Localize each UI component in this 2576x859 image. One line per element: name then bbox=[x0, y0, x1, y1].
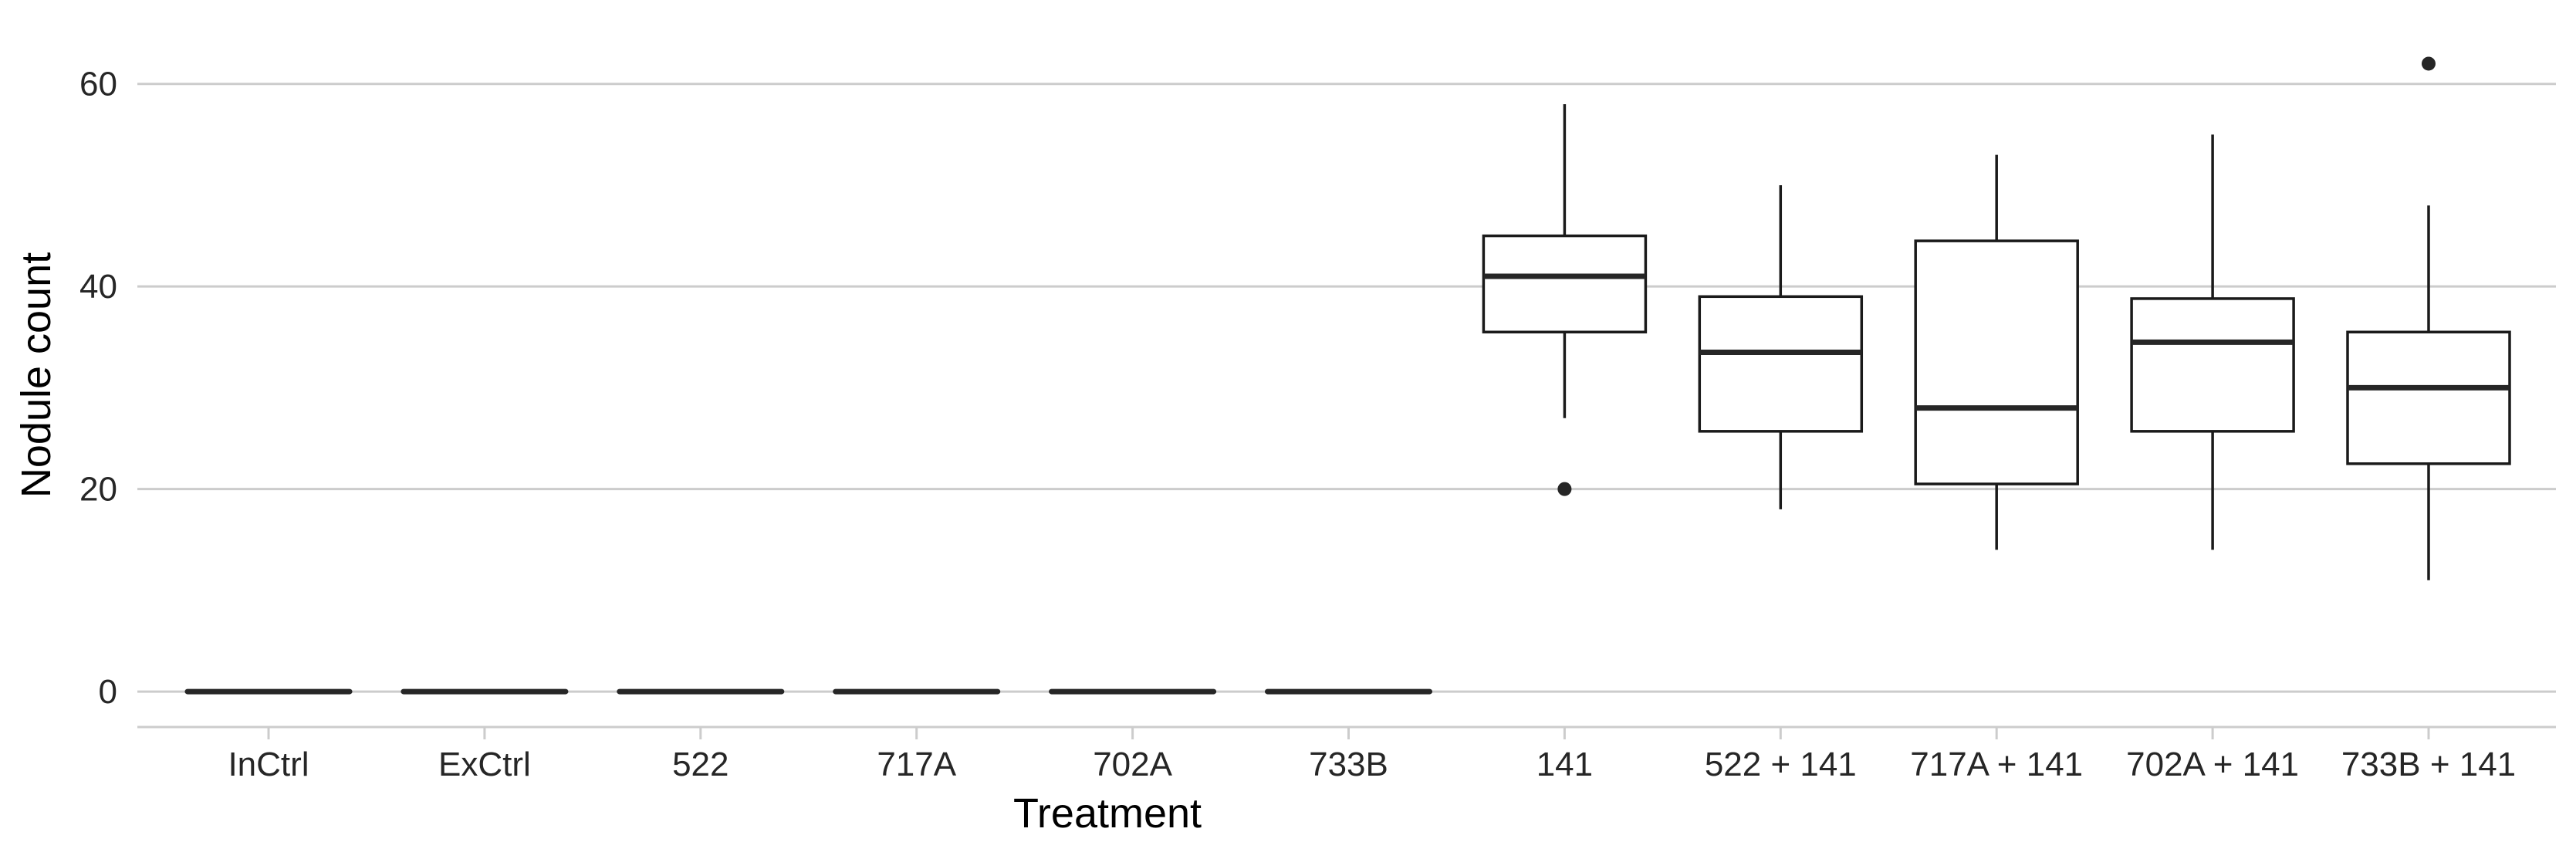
y-tick-label-0: 0 bbox=[99, 673, 117, 711]
outlier-point bbox=[1557, 482, 1572, 496]
x-tick-label: 522 + 141 bbox=[1705, 746, 1857, 783]
box-522-plus-141 bbox=[1698, 184, 1864, 509]
boxes bbox=[184, 56, 2511, 695]
x-tick-label: 141 bbox=[1536, 746, 1593, 783]
box-iqr bbox=[1914, 239, 2079, 485]
x-tick-label: 717A + 141 bbox=[1910, 746, 2083, 783]
box-iqr bbox=[2130, 297, 2295, 433]
box-141 bbox=[1482, 103, 1648, 496]
box-702A-plus-141 bbox=[2130, 134, 2295, 550]
y-tick-label-60: 60 bbox=[79, 66, 117, 103]
y-axis-title: Nodule count bbox=[13, 252, 59, 498]
box-733B-plus-141 bbox=[2346, 56, 2511, 580]
x-tick-label: InCtrl bbox=[228, 746, 309, 783]
outlier-point bbox=[2422, 56, 2436, 71]
box-717A-plus-141 bbox=[1914, 154, 2079, 550]
x-tick-label: 702A + 141 bbox=[2126, 746, 2299, 783]
y-tick-labels: 0 20 40 60 bbox=[79, 66, 117, 711]
box-iqr bbox=[2346, 330, 2511, 465]
y-tick-label-40: 40 bbox=[79, 268, 117, 306]
x-tick-label: 733B + 141 bbox=[2341, 746, 2516, 783]
x-tick-label: ExCtrl bbox=[438, 746, 531, 783]
x-tick-label: 733B bbox=[1309, 746, 1388, 783]
y-tick-label-20: 20 bbox=[79, 471, 117, 509]
box-iqr bbox=[1482, 234, 1648, 333]
x-tick-labels: InCtrl ExCtrl 522 717A 702A 733B 141 522 + 141 7… bbox=[228, 727, 2516, 783]
box-iqr bbox=[1698, 295, 1864, 433]
x-tick-label: 702A bbox=[1093, 746, 1172, 783]
x-tick-label: 522 bbox=[672, 746, 729, 783]
grid-lines bbox=[137, 83, 2556, 729]
x-axis-title: Treatment bbox=[1013, 790, 1202, 837]
x-tick-label: 717A bbox=[877, 746, 956, 783]
